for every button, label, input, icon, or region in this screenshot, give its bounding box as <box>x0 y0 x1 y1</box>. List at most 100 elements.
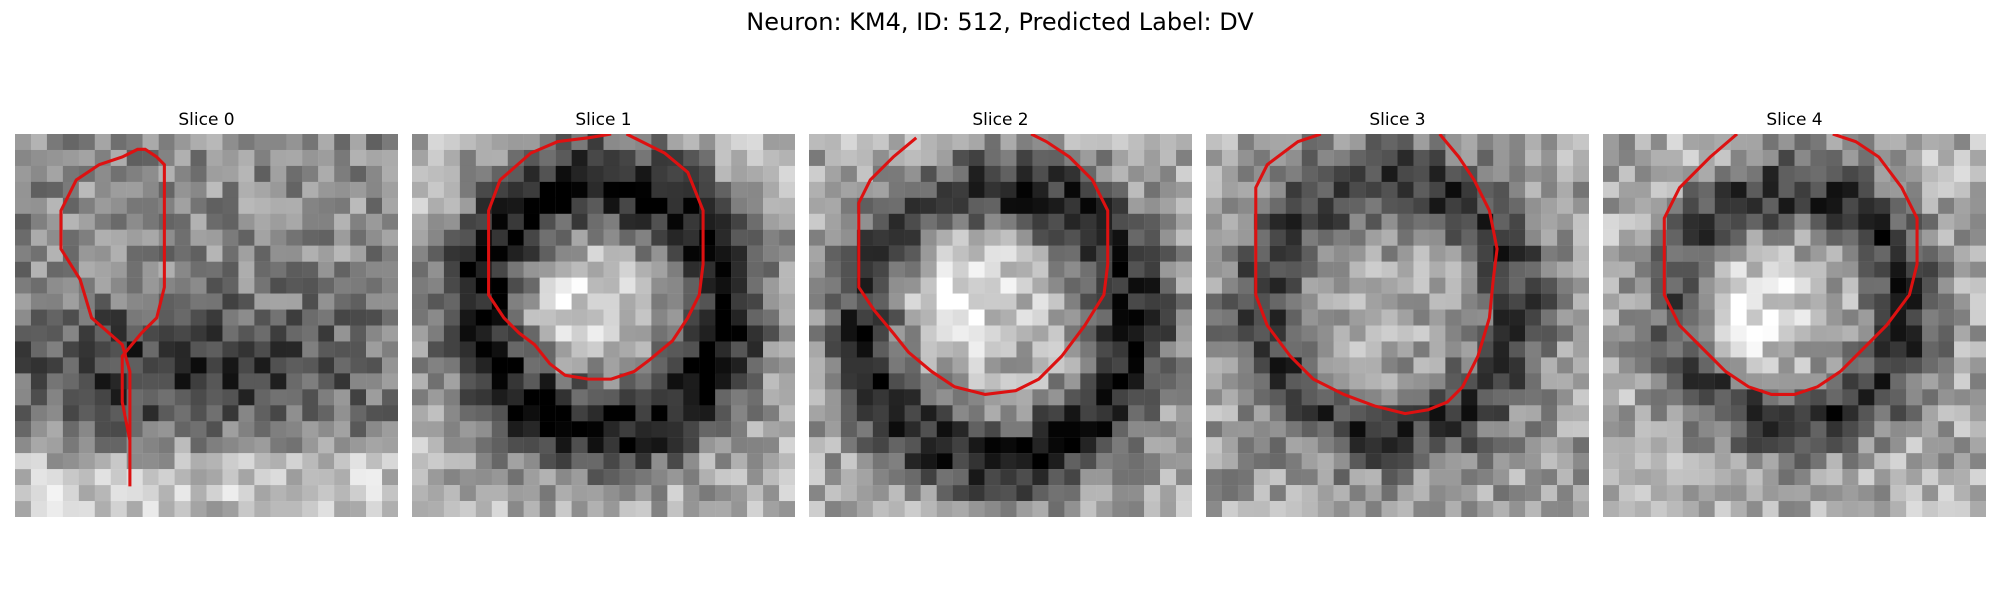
pixel <box>1730 325 1747 342</box>
pixel <box>1970 389 1986 406</box>
pixel <box>1000 501 1017 517</box>
pixel <box>920 277 937 294</box>
pixel <box>952 134 969 151</box>
pixel <box>763 245 780 262</box>
pixel <box>809 421 826 438</box>
pixel <box>809 405 826 422</box>
pixel <box>523 389 540 406</box>
pixel <box>1365 421 1382 438</box>
pixel <box>1112 197 1129 214</box>
pixel <box>62 213 80 230</box>
pixel <box>763 165 780 183</box>
pixel <box>1618 197 1636 214</box>
pixel <box>936 421 953 438</box>
pixel <box>94 165 111 183</box>
pixel <box>350 134 367 151</box>
pixel <box>904 405 921 422</box>
pixel <box>1634 229 1652 246</box>
pixel <box>1269 134 1286 151</box>
pixel <box>110 213 127 230</box>
pixel <box>1810 165 1827 183</box>
pixel <box>1285 469 1302 486</box>
pixel <box>683 469 700 486</box>
pixel <box>302 421 319 438</box>
pixel <box>1477 389 1494 406</box>
pixel <box>1794 469 1811 486</box>
pixel <box>1000 213 1017 230</box>
pixel <box>475 405 492 422</box>
pixel <box>1333 453 1350 470</box>
pixel <box>1064 373 1081 390</box>
pixel <box>1842 309 1859 326</box>
pixel <box>1810 229 1827 246</box>
pixel <box>1714 165 1731 183</box>
pixel <box>1365 325 1382 342</box>
pixel <box>1762 229 1779 246</box>
pixel <box>366 165 383 183</box>
pixel <box>1413 245 1430 262</box>
pixel <box>270 181 287 199</box>
pixel <box>46 229 64 246</box>
pixel <box>1016 245 1033 262</box>
pixel <box>651 357 668 374</box>
pixel <box>190 469 207 486</box>
pixel <box>587 309 604 326</box>
pixel <box>1762 469 1779 486</box>
pixel <box>1160 134 1177 151</box>
pixel <box>1858 341 1875 358</box>
pixel <box>1317 485 1334 502</box>
pixel <box>62 357 80 374</box>
pixel <box>1762 261 1779 278</box>
pixel <box>1810 197 1827 214</box>
pixel <box>1144 453 1161 470</box>
pixel <box>1493 373 1510 390</box>
pixel <box>94 261 111 278</box>
pixel <box>1016 437 1033 454</box>
pixel <box>350 229 367 246</box>
pixel <box>190 149 207 167</box>
pixel <box>1618 421 1636 438</box>
pixel <box>635 421 652 438</box>
pixel <box>1048 197 1065 214</box>
pixel <box>1890 213 1907 230</box>
pixel <box>158 149 175 167</box>
pixel <box>1333 309 1350 326</box>
pixel <box>731 421 748 438</box>
pixel <box>222 453 239 470</box>
pixel <box>1666 181 1683 199</box>
pixel <box>412 165 429 183</box>
pixel <box>1954 309 1971 326</box>
pixel <box>1096 261 1113 278</box>
pixel <box>603 229 620 246</box>
pixel <box>555 389 572 406</box>
pixel <box>1666 437 1683 454</box>
pixel <box>318 197 335 214</box>
pixel <box>763 293 780 310</box>
pixel <box>731 405 748 422</box>
pixel <box>46 469 64 486</box>
pixel <box>984 277 1001 294</box>
pixel <box>1000 277 1017 294</box>
pixel <box>984 501 1001 517</box>
pixel <box>1096 469 1113 486</box>
pixel <box>523 373 540 390</box>
pixel <box>1317 245 1334 262</box>
pixel <box>1603 325 1620 342</box>
pixel <box>555 373 572 390</box>
pixel <box>1906 453 1923 470</box>
pixel <box>1253 213 1271 230</box>
pixel <box>1557 405 1574 422</box>
pixel <box>1666 469 1683 486</box>
pixel <box>1874 261 1891 278</box>
pixel <box>840 357 858 374</box>
pixel <box>571 453 588 470</box>
pixel <box>1365 213 1382 230</box>
pixel <box>382 309 398 326</box>
pixel <box>238 501 255 517</box>
pixel <box>1970 149 1986 167</box>
pixel <box>904 501 921 517</box>
pixel <box>1365 469 1382 486</box>
pixel <box>1746 309 1763 326</box>
pixel <box>1746 469 1763 486</box>
pixel <box>412 469 429 486</box>
